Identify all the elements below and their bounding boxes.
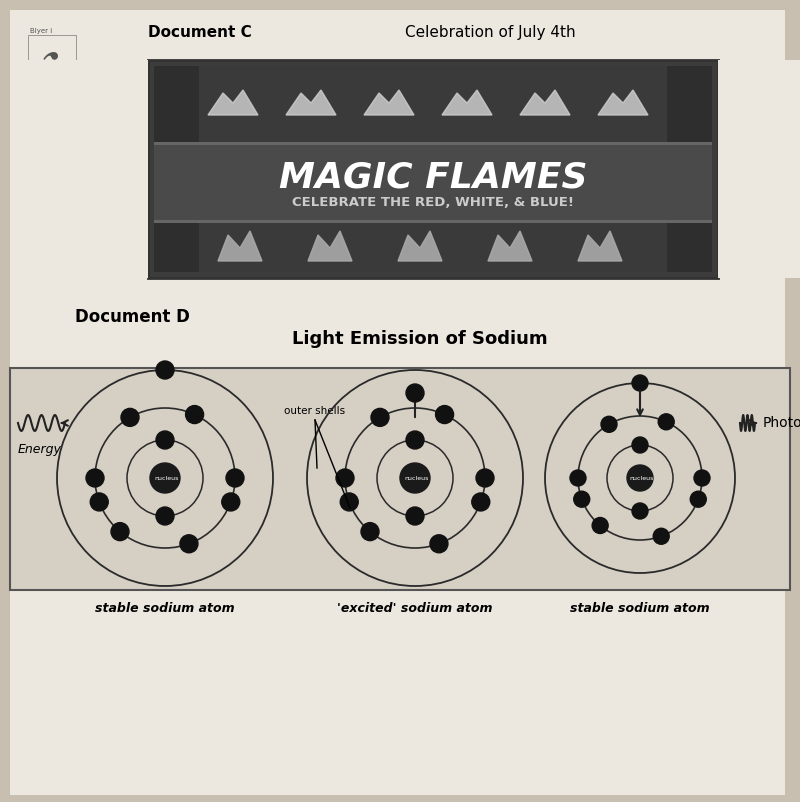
Text: Light Emission of Sodium: Light Emission of Sodium <box>292 330 548 348</box>
Circle shape <box>627 465 653 491</box>
Circle shape <box>361 523 379 541</box>
Bar <box>10 60 148 278</box>
Circle shape <box>570 470 586 486</box>
Bar <box>154 220 712 223</box>
Circle shape <box>476 469 494 487</box>
Text: Blyer i: Blyer i <box>30 28 52 34</box>
Circle shape <box>186 406 203 423</box>
Bar <box>154 66 712 272</box>
Circle shape <box>150 463 180 493</box>
Bar <box>154 66 199 272</box>
Circle shape <box>90 493 108 511</box>
Circle shape <box>601 416 617 432</box>
Bar <box>148 60 718 278</box>
Circle shape <box>226 469 244 487</box>
Text: CELEBRATE THE RED, WHITE, & BLUE!: CELEBRATE THE RED, WHITE, & BLUE! <box>292 196 574 209</box>
Circle shape <box>654 529 670 545</box>
Polygon shape <box>218 231 262 261</box>
Polygon shape <box>442 90 492 115</box>
Bar <box>154 142 712 145</box>
Bar <box>154 145 712 220</box>
Text: Photon: Photon <box>763 416 800 430</box>
Polygon shape <box>488 231 532 261</box>
Circle shape <box>336 469 354 487</box>
Polygon shape <box>286 90 336 115</box>
Circle shape <box>86 469 104 487</box>
Circle shape <box>371 408 389 427</box>
Polygon shape <box>598 90 648 115</box>
Circle shape <box>180 535 198 553</box>
Text: Energy: Energy <box>18 443 62 456</box>
Circle shape <box>430 535 448 553</box>
Polygon shape <box>578 231 622 261</box>
Text: MAGIC FLAMES: MAGIC FLAMES <box>278 160 587 194</box>
Text: outer shells: outer shells <box>285 406 346 416</box>
Circle shape <box>632 437 648 453</box>
Circle shape <box>111 523 129 541</box>
Circle shape <box>222 493 240 511</box>
Bar <box>667 66 712 272</box>
Text: Document C: Document C <box>148 25 252 40</box>
Bar <box>718 60 800 278</box>
Circle shape <box>658 414 674 430</box>
Circle shape <box>406 507 424 525</box>
Circle shape <box>156 361 174 379</box>
Text: Document D: Document D <box>75 308 190 326</box>
Circle shape <box>406 384 424 402</box>
Polygon shape <box>520 90 570 115</box>
Polygon shape <box>208 90 258 115</box>
Text: nucleus: nucleus <box>405 476 429 480</box>
Circle shape <box>156 431 174 449</box>
Polygon shape <box>308 231 352 261</box>
Text: ng with
roduct: ng with roduct <box>15 175 51 196</box>
Text: nucleus: nucleus <box>630 476 654 480</box>
Circle shape <box>592 517 608 533</box>
Text: nucleus: nucleus <box>155 476 179 480</box>
Circle shape <box>400 463 430 493</box>
Circle shape <box>574 491 590 507</box>
Text: Celebration of July 4th: Celebration of July 4th <box>405 25 575 40</box>
Circle shape <box>156 507 174 525</box>
Circle shape <box>340 493 358 511</box>
Bar <box>28 35 76 87</box>
Circle shape <box>632 503 648 519</box>
Circle shape <box>406 431 424 449</box>
Circle shape <box>632 375 648 391</box>
Circle shape <box>121 408 139 427</box>
Text: ⚗: ⚗ <box>42 52 62 72</box>
Circle shape <box>694 470 710 486</box>
Polygon shape <box>364 90 414 115</box>
Text: stable sodium atom: stable sodium atom <box>570 602 710 615</box>
Circle shape <box>435 406 454 423</box>
Text: 'excited' sodium atom: 'excited' sodium atom <box>338 602 493 615</box>
Circle shape <box>472 493 490 511</box>
Bar <box>10 368 790 590</box>
Polygon shape <box>398 231 442 261</box>
Circle shape <box>690 491 706 507</box>
Text: stable sodium atom: stable sodium atom <box>95 602 235 615</box>
